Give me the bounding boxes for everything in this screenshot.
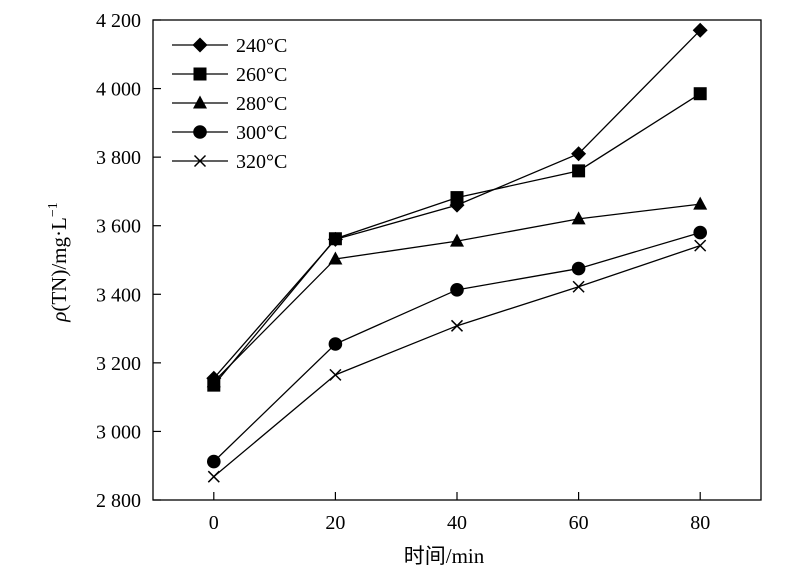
square-marker bbox=[693, 87, 707, 101]
circle-marker bbox=[450, 283, 464, 297]
x-tick-label: 60 bbox=[569, 512, 589, 534]
cross-marker bbox=[193, 154, 207, 168]
circle-marker bbox=[693, 225, 707, 240]
series-triangle bbox=[206, 196, 708, 388]
x-tick-label: 20 bbox=[325, 512, 345, 534]
square-marker bbox=[572, 164, 586, 178]
triangle-marker bbox=[193, 95, 207, 109]
y-axis-title-exponent: −1 bbox=[46, 202, 61, 217]
y-tick-label: 3 200 bbox=[96, 353, 141, 375]
legend-item: 260°C bbox=[172, 64, 287, 86]
legend-item: 240°C bbox=[172, 35, 287, 57]
diamond-marker bbox=[692, 22, 708, 38]
x-tick-label: 80 bbox=[690, 512, 710, 534]
series-layer bbox=[206, 22, 708, 483]
circle-marker bbox=[571, 261, 586, 276]
legend-item: 300°C bbox=[172, 122, 287, 144]
legend-item: 320°C bbox=[172, 151, 287, 173]
series-x bbox=[207, 239, 707, 483]
triangle-marker bbox=[206, 374, 221, 388]
legend-label: 240°C bbox=[236, 35, 287, 57]
y-axis-ticks: 2 800 3 000 3 200 3 400 3 600 3 800 4 000 4 200 bbox=[96, 10, 161, 512]
y-tick-label: 3 600 bbox=[96, 216, 141, 238]
y-tick-label: 4 000 bbox=[96, 79, 141, 101]
series-circle bbox=[207, 225, 707, 469]
legend-label: 280°C bbox=[236, 93, 287, 115]
y-tick-label: 3 000 bbox=[96, 421, 141, 443]
cross-marker bbox=[329, 368, 342, 381]
circle-marker bbox=[207, 454, 221, 469]
diamond-marker bbox=[192, 37, 208, 53]
cross-marker bbox=[207, 470, 220, 483]
series-square bbox=[207, 87, 707, 392]
circle-marker bbox=[193, 125, 207, 139]
triangle-marker bbox=[328, 251, 343, 265]
triangle-marker bbox=[571, 211, 586, 225]
triangle-marker bbox=[693, 196, 708, 210]
circle-marker bbox=[328, 337, 343, 351]
x-tick-label: 0 bbox=[209, 512, 219, 534]
triangle-marker bbox=[450, 233, 464, 247]
y-tick-label: 3 400 bbox=[96, 284, 141, 306]
series-line bbox=[213, 244, 701, 478]
legend-label: 260°C bbox=[236, 64, 287, 86]
y-tick-label: 2 800 bbox=[96, 490, 141, 512]
y-axis-title-rho: ρ bbox=[47, 312, 71, 323]
legend-label: 320°C bbox=[236, 151, 287, 173]
y-axis-title: ρ(TN)/mg·L−1 bbox=[46, 202, 71, 322]
legend-item: 280°C bbox=[172, 93, 287, 115]
legend: 240°C 260°C 280°C 300°C 320°C bbox=[172, 35, 287, 173]
square-marker bbox=[193, 67, 207, 81]
cross-marker bbox=[694, 239, 707, 252]
square-marker bbox=[328, 232, 342, 246]
x-tick-label: 40 bbox=[447, 512, 467, 534]
y-tick-label: 3 800 bbox=[96, 147, 141, 169]
diamond-marker bbox=[571, 146, 587, 162]
y-axis-title-main: (TN)/mg·L bbox=[47, 217, 71, 311]
x-axis-ticks: 0 20 40 60 80 bbox=[209, 492, 710, 534]
y-tick-label: 4 200 bbox=[96, 10, 141, 32]
cross-marker bbox=[572, 280, 585, 293]
plot-frame bbox=[152, 19, 762, 501]
series-line bbox=[213, 231, 701, 463]
square-marker bbox=[450, 191, 464, 205]
legend-label: 300°C bbox=[236, 122, 287, 144]
x-axis-title: 时间/min bbox=[404, 544, 485, 568]
cross-marker bbox=[450, 319, 464, 332]
